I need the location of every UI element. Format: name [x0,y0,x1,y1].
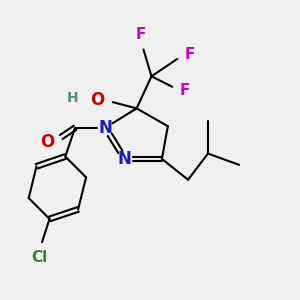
Text: N: N [118,150,132,168]
Text: F: F [180,83,190,98]
Text: F: F [136,26,146,41]
Text: F: F [184,47,195,62]
Text: N: N [98,119,112,137]
Text: Cl: Cl [31,250,48,265]
Text: O: O [91,91,105,109]
Text: H: H [66,91,78,105]
Text: O: O [40,133,54,151]
